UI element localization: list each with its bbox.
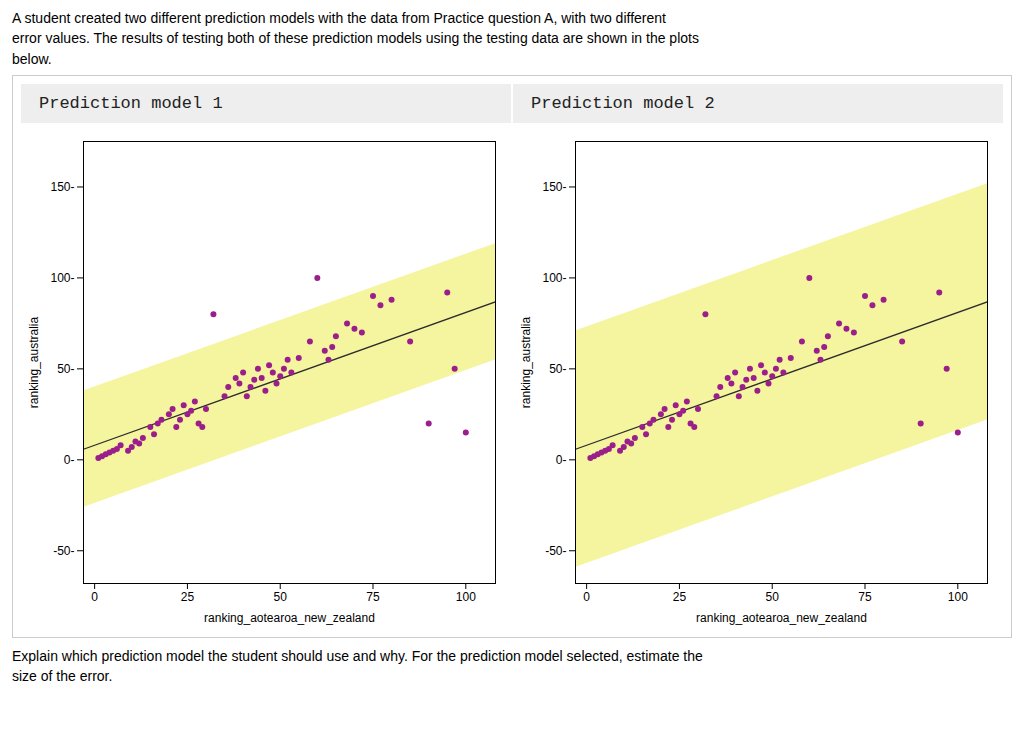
svg-text:0-: 0- xyxy=(64,453,75,467)
svg-text:25: 25 xyxy=(673,590,687,604)
html-text:Explain which prediction model: Explain which prediction model the stude… xyxy=(12,647,703,685)
svg-text:-50-: -50- xyxy=(53,543,74,557)
svg-text:150-: 150- xyxy=(50,180,74,194)
svg-text:-50-: -50- xyxy=(545,543,566,557)
html-text:Prediction model 2: Prediction model 2 xyxy=(531,93,715,113)
svg-text:50-: 50- xyxy=(549,362,566,376)
svg-text:0: 0 xyxy=(583,590,590,604)
svg-text:100-: 100- xyxy=(542,271,566,285)
svg-text:150-: 150- xyxy=(542,180,566,194)
svg-text:75: 75 xyxy=(366,590,380,604)
svg-text:0-: 0- xyxy=(556,453,567,467)
svg-text:75: 75 xyxy=(858,590,872,604)
svg-text:ranking_australia: ranking_australia xyxy=(519,316,533,408)
svg-text:50: 50 xyxy=(766,590,780,604)
svg-text:100: 100 xyxy=(456,590,476,604)
svg-text:ranking_aotearoa_new_zealand: ranking_aotearoa_new_zealand xyxy=(696,610,867,624)
html-text:A student created two differen: A student created two different predicti… xyxy=(12,10,699,67)
svg-text:ranking_australia: ranking_australia xyxy=(27,316,41,408)
svg-text:50-: 50- xyxy=(57,362,74,376)
html-text:Prediction model 1: Prediction model 1 xyxy=(39,93,223,113)
svg-text:0: 0 xyxy=(91,590,98,604)
svg-text:50: 50 xyxy=(274,590,288,604)
svg-text:100-: 100- xyxy=(50,271,74,285)
svg-text:25: 25 xyxy=(181,590,195,604)
svg-text:ranking_aotearoa_new_zealand: ranking_aotearoa_new_zealand xyxy=(204,610,375,624)
svg-text:100: 100 xyxy=(948,590,968,604)
